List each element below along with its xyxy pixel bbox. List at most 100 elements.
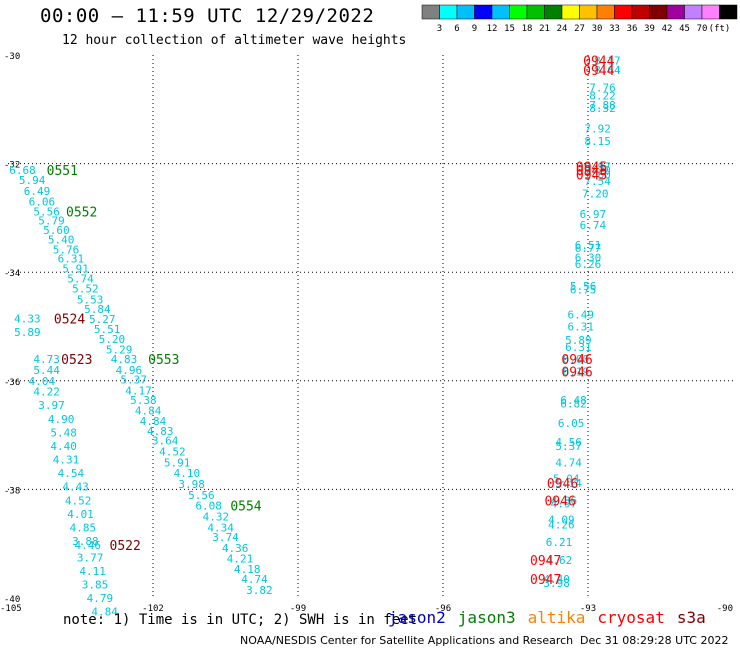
colorbar-swatch bbox=[666, 4, 685, 20]
swh-value: 8.32 bbox=[589, 102, 616, 115]
colorbar-label: 12 bbox=[487, 24, 498, 34]
swh-value: 6.30 bbox=[575, 252, 602, 265]
axis-ticks: -30 -32 -34 -36 -38 -40-105 -102 -99 -96 -93 -90 bbox=[0, 52, 733, 614]
pass-time-label: 0552 bbox=[66, 205, 97, 220]
swh-value: 3.82 bbox=[246, 584, 273, 597]
pass-time-label: 0524 bbox=[54, 312, 85, 327]
pass-time-label: 0944 bbox=[583, 64, 614, 79]
swh-value: 5.27 bbox=[89, 313, 116, 326]
colorbar-swatch bbox=[491, 4, 510, 20]
swh-value: 6.49 bbox=[568, 309, 595, 322]
pass-time-label: 0946 bbox=[547, 477, 578, 492]
colorbar-label: 15 bbox=[504, 24, 515, 34]
footer-timestamp: Dec 31 08:29:28 UTC 2022 bbox=[580, 634, 729, 647]
swh-value: 6.31 bbox=[568, 321, 595, 334]
swh-value: 4.79 bbox=[87, 592, 114, 605]
swh-value: 3.97 bbox=[38, 399, 65, 412]
swh-value: 6.26 bbox=[575, 258, 602, 271]
swh-values: 8.178.647.768.227.888.327.928.156.977.20… bbox=[9, 54, 621, 618]
swh-value: 4.21 bbox=[227, 552, 254, 565]
pass-time-label: 0551 bbox=[47, 164, 78, 179]
colorbar-swatch bbox=[579, 4, 598, 20]
colorbar-swatch bbox=[596, 4, 615, 20]
swh-value: 6.31 bbox=[565, 341, 592, 354]
swh-value: 4.96 bbox=[116, 364, 143, 377]
x-tick-label: -102 bbox=[142, 604, 164, 614]
swh-value: 5.56 bbox=[570, 280, 597, 293]
swh-value: 6.82 bbox=[560, 398, 587, 411]
pass-time-label: 0523 bbox=[61, 353, 92, 368]
swh-value: 5.29 bbox=[106, 343, 133, 356]
colorbar-label: 9 bbox=[472, 24, 477, 34]
x-tick-label: -93 bbox=[580, 604, 596, 614]
colorbar-label: 27 bbox=[574, 24, 585, 34]
swh-value: 6.74 bbox=[580, 219, 607, 232]
colorbar-label: 3 bbox=[437, 24, 442, 34]
swh-value: 5.89 bbox=[565, 334, 592, 347]
swh-value: 4.18 bbox=[234, 563, 261, 576]
pass-time-label: 0946 bbox=[561, 366, 592, 381]
swh-value: 4.40 bbox=[50, 440, 77, 453]
legend-cryosat: cryosat bbox=[597, 608, 665, 627]
swh-value: 4.85 bbox=[70, 521, 97, 534]
swh-value: 4.26 bbox=[548, 519, 575, 532]
colorbar-swatch bbox=[526, 4, 545, 20]
swh-value: 5.94 bbox=[19, 174, 46, 187]
swh-value: 5.91 bbox=[62, 262, 89, 275]
swh-value: 4.56 bbox=[555, 436, 582, 449]
swh-value: 6.48 bbox=[560, 394, 587, 407]
swh-value: 5.79 bbox=[38, 215, 65, 228]
swh-value: 4.04 bbox=[29, 375, 56, 388]
swh-value: 6.97 bbox=[584, 160, 611, 173]
swh-value: 4.01 bbox=[67, 508, 94, 521]
legend-altika: altika bbox=[527, 608, 586, 627]
swh-value: 3.98 bbox=[178, 478, 205, 491]
swh-value: 4.86 bbox=[551, 494, 578, 507]
swh-value: 6.31 bbox=[58, 253, 85, 266]
pass-time-label: 0947 bbox=[530, 573, 561, 588]
pass-time-label: 0522 bbox=[110, 539, 141, 554]
colorbar-swatch bbox=[421, 4, 440, 20]
colorbar-label: 30 bbox=[592, 24, 603, 34]
y-tick-label: -36 bbox=[4, 378, 20, 388]
swh-value: 5.04 bbox=[553, 473, 580, 486]
pass-time-label: 0946 bbox=[545, 494, 576, 509]
swh-value: 5.60 bbox=[43, 224, 70, 237]
colorbar-label: 24 bbox=[557, 24, 568, 34]
colorbar-swatch bbox=[474, 4, 493, 20]
colorbar-swatch bbox=[614, 4, 633, 20]
colorbar-label: 36 bbox=[627, 24, 638, 34]
swh-value: 6.21 bbox=[546, 536, 573, 549]
swh-value: 4.83 bbox=[111, 353, 138, 366]
swh-value: 5.48 bbox=[50, 426, 77, 439]
swh-value: 6.51 bbox=[575, 239, 602, 252]
x-tick-label: -105 bbox=[0, 604, 22, 614]
swh-value: 4.73 bbox=[33, 353, 60, 366]
footer-note: note: 1) Time is in UTC; 2) SWH is in fe… bbox=[63, 612, 418, 628]
swh-value: 5.20 bbox=[99, 333, 126, 346]
swh-value: 4.84 bbox=[135, 405, 162, 418]
swh-value: 4.62 bbox=[546, 554, 573, 567]
swh-value: 7.20 bbox=[582, 187, 609, 200]
swh-value: 8.22 bbox=[589, 90, 616, 103]
colorbar-swatch bbox=[719, 4, 738, 20]
x-tick-label: -90 bbox=[717, 604, 733, 614]
swh-value: 4.22 bbox=[33, 386, 60, 399]
colorbar-swatch bbox=[439, 4, 458, 20]
swh-value: 5.84 bbox=[84, 303, 111, 316]
x-tick-label: -96 bbox=[435, 604, 451, 614]
swh-value: 4.31 bbox=[53, 454, 80, 467]
swh-value: 5.14 bbox=[555, 477, 582, 490]
pass-time-label: 0946 bbox=[561, 353, 592, 368]
colorbar-swatch bbox=[684, 4, 703, 20]
swh-value: 4.40 bbox=[543, 573, 570, 586]
swh-value: 4.46 bbox=[75, 539, 102, 552]
swh-value: 4.33 bbox=[14, 312, 41, 325]
colorbar-label: 18 bbox=[522, 24, 533, 34]
colorbar-swatch bbox=[649, 4, 668, 20]
swh-value: 5.37 bbox=[555, 440, 582, 453]
swh-value: 6.75 bbox=[570, 284, 597, 297]
page-title: 00:00 — 11:59 UTC 12/29/2022 bbox=[40, 5, 375, 27]
y-tick-label: -38 bbox=[4, 486, 20, 496]
